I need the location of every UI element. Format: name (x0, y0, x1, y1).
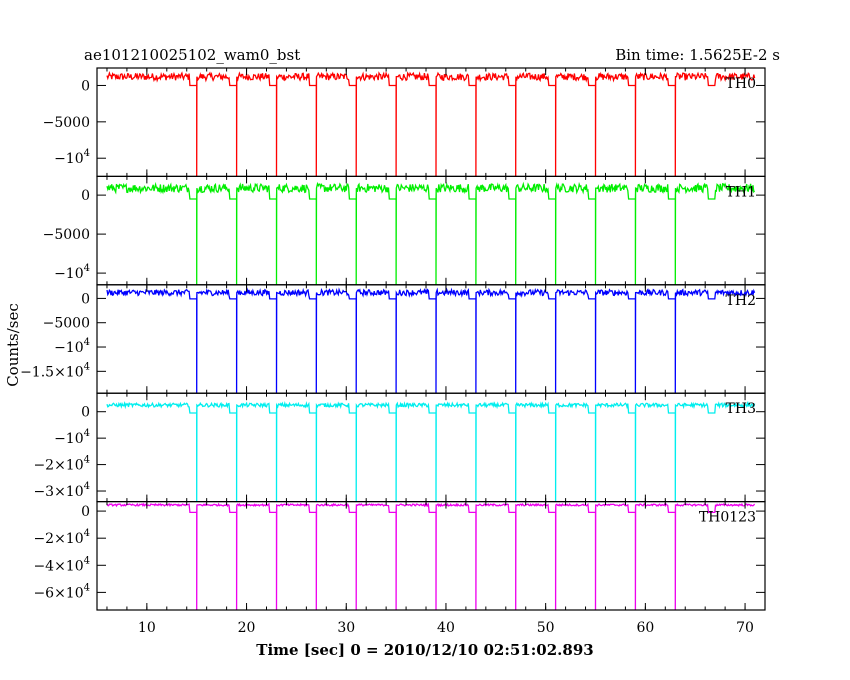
panel-label-th1: TH1 (726, 184, 756, 200)
x-tick-label: 20 (238, 620, 256, 636)
y-tick-label: 0 (81, 188, 90, 204)
chart-subtitle: Bin time: 1.5625E-2 s (615, 46, 780, 64)
panel-label-th0123: TH0123 (699, 510, 756, 526)
x-axis-label: Time [sec] 0 = 2010/12/10 02:51:02.893 (256, 641, 593, 659)
y-tick-label: −2×104 (33, 528, 90, 547)
y-tick-label: −6×104 (33, 582, 90, 601)
y-axis-label: Counts/sec (4, 303, 22, 387)
series-line-th1 (106, 181, 756, 285)
panel-label-th2: TH2 (726, 293, 756, 309)
y-tick-label: −2×104 (33, 455, 90, 474)
y-tick-label: −1.5×104 (20, 361, 90, 380)
y-tick-label: 0 (81, 291, 90, 307)
y-tick-label: 0 (81, 504, 90, 520)
panel-th0123: 0 −2×104 −4×104 −6×104 TH0123 (33, 501, 766, 611)
y-tick-label: −5000 (43, 316, 90, 332)
panel-label-th3: TH3 (726, 401, 756, 417)
y-tick-label: −3×104 (33, 481, 90, 500)
y-tick-label: −5000 (43, 115, 90, 131)
series-line-th0123 (106, 502, 756, 611)
panel-frame (96, 501, 766, 611)
x-axis: 10 20 30 40 50 60 70 (138, 620, 754, 636)
y-tick-label: −5000 (43, 227, 90, 243)
series-line-th0 (106, 70, 756, 177)
panels: 0 −5000 −104 TH0 0 −5000 −104 TH1 0 −5000 −104 −1.5… (20, 67, 766, 611)
y-tick-label: −104 (54, 337, 90, 356)
y-tick-label: 0 (81, 78, 90, 94)
series-line-th2 (106, 287, 756, 394)
x-tick-label: 10 (138, 620, 156, 636)
y-tick-label: 0 (81, 405, 90, 421)
y-tick-label: −104 (54, 428, 90, 447)
x-tick-label: 40 (437, 620, 455, 636)
panel-th2: 0 −5000 −104 −1.5×104 TH2 (20, 284, 766, 394)
x-tick-label: 70 (736, 620, 754, 636)
panel-th0: 0 −5000 −104 TH0 (43, 67, 766, 178)
x-tick-label: 30 (337, 620, 355, 636)
y-tick-label: −104 (54, 263, 90, 282)
x-tick-label: 50 (537, 620, 555, 636)
panel-label-th0: TH0 (726, 76, 756, 92)
series-line-th3 (106, 400, 756, 502)
chart-title: ae101210025102_wam0_bst (84, 46, 300, 64)
panel-th3: 0 −104 −2×104 −3×104 TH3 (33, 392, 766, 503)
x-tick-label: 60 (636, 620, 654, 636)
y-tick-label: −104 (54, 148, 90, 167)
panel-th1: 0 −5000 −104 TH1 (43, 175, 766, 286)
y-tick-label: −4×104 (33, 555, 90, 574)
